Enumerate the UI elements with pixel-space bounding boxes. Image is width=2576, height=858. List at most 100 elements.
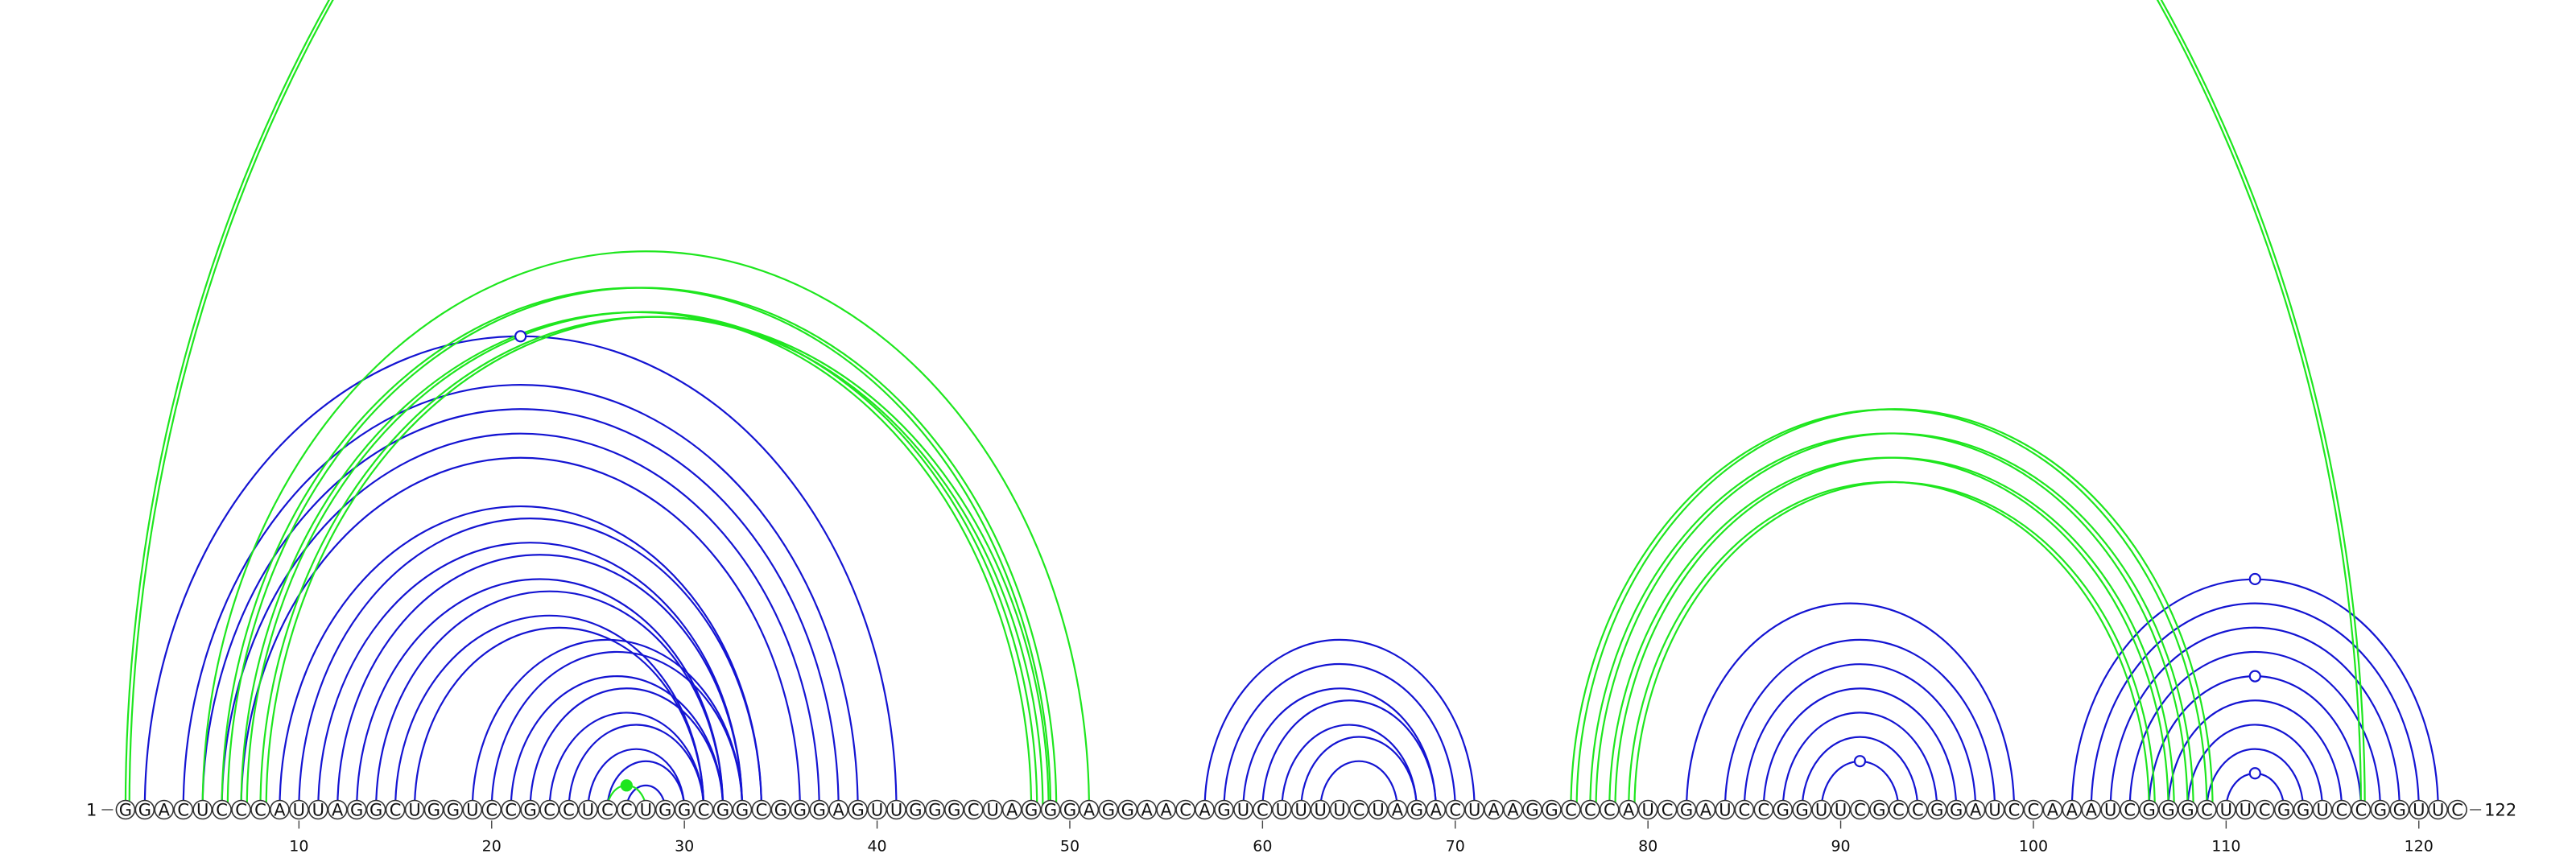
nucleotide-circle (1831, 799, 1851, 820)
nucleotide-circle (2139, 799, 2159, 820)
nucleotide-circle (1889, 799, 1909, 820)
noncanonical-pair-marker (2248, 572, 2261, 586)
nucleotide-letter: G (1680, 801, 1693, 820)
nucleotide-letter: C (756, 801, 768, 820)
nucleotide-letter: A (1199, 801, 1211, 820)
nucleotide-letter: C (1757, 801, 1769, 820)
nucleotide-circle (289, 799, 309, 820)
sequence-end-label: 122 (2484, 801, 2516, 820)
nucleotide-letter: C (621, 801, 633, 820)
nucleotide-circle (2331, 799, 2352, 820)
sequence-start-label: 1 (86, 801, 97, 820)
blue-base-pair-arc (143, 335, 898, 811)
nucleotide-letter: G (1410, 801, 1423, 820)
nucleotide-circle (2023, 799, 2044, 820)
nucleotide-letter: U (2413, 801, 2425, 820)
nucleotide-letter: A (2086, 801, 2098, 820)
nucleotide-letter: C (235, 801, 247, 820)
nucleotide-circle (2062, 799, 2083, 820)
nucleotide-circle (770, 799, 791, 820)
nucleotide-letter: A (274, 801, 286, 820)
nucleotide-circle (654, 799, 675, 820)
blue-base-pair-arc (1223, 662, 1456, 811)
nucleotide-circle (1310, 799, 1331, 820)
nucleotide-circle (848, 799, 868, 820)
nucleotide-circle (1984, 799, 2005, 820)
nucleotide-letter: G (794, 801, 807, 820)
nucleotide-circle (1040, 799, 1061, 820)
nucleotide-circle (732, 799, 753, 820)
nucleotide-circle (1348, 799, 1369, 820)
nucleotide-circle (1368, 799, 1389, 820)
blue-base-pair-arc (336, 554, 744, 811)
green-base-pair-arc (128, 0, 2366, 811)
nucleotide-circle (1946, 799, 1967, 820)
nucleotide-circle (2351, 799, 2372, 820)
blue-base-pair-arc (1300, 736, 1418, 811)
nucleotide-circle (212, 799, 232, 820)
blue-base-pair-arc (1319, 760, 1399, 811)
nucleotide-circle (115, 799, 136, 820)
nucleotide-letter: G (2161, 801, 2174, 820)
nucleotide-letter: C (601, 801, 613, 820)
nucleotide-circle (308, 799, 328, 820)
nucleotide-circle (2312, 799, 2333, 820)
nucleotide-circle (1156, 799, 1176, 820)
noncanonical-pair-marker (2248, 670, 2261, 683)
nucleotide-circle (1098, 799, 1119, 820)
blue-base-pair-arc (1781, 712, 1938, 811)
nucleotide-letter: C (1257, 801, 1269, 820)
noncanonical-pair-marker (2248, 767, 2261, 780)
nucleotide-letter: G (1930, 801, 1943, 820)
tick-label: 120 (2405, 838, 2434, 856)
nucleotide-circle (1792, 799, 1812, 820)
blue-base-pair-arc (413, 626, 705, 811)
nucleotide-circle (790, 799, 811, 820)
nucleotide-letter: G (447, 801, 460, 820)
nucleotide-circle (828, 799, 848, 820)
nucleotide-letter: G (678, 801, 691, 820)
nucleotide-circle (2447, 799, 2467, 820)
green-base-pair-arc (1608, 456, 2169, 811)
tick-label: 10 (289, 838, 308, 856)
nucleotide-circle (751, 799, 772, 820)
nucleotide-letter: U (1333, 801, 1345, 820)
blue-base-pair-arc (240, 456, 801, 811)
nucleotide-letter: U (2316, 801, 2328, 820)
nucleotide-circle (674, 799, 695, 820)
nucleotide-letter: C (1854, 801, 1866, 820)
tick-label: 40 (867, 838, 886, 856)
nucleotide-letter: U (871, 801, 883, 820)
green-base-pair-arc (221, 287, 1052, 811)
nucleotide-letter: A (1700, 801, 1712, 820)
nucleotide-circle (1503, 799, 1523, 820)
nucleotide-letter: A (2047, 801, 2059, 820)
blue-base-pair-arc (1762, 687, 1958, 811)
nucleotide-letter: G (1545, 801, 1558, 820)
nucleotide-circle (481, 799, 502, 820)
nucleotide-letter: A (2066, 801, 2079, 820)
nucleotide-circle (1561, 799, 1581, 820)
nucleotide-letter: U (640, 801, 652, 820)
nucleotide-letter: C (1179, 801, 1191, 820)
nucleotide-circle (1618, 799, 1639, 820)
green-base-pair-arc (1633, 481, 2156, 811)
nucleotide-circle (1445, 799, 1466, 820)
nucleotide-letter: U (1295, 801, 1307, 820)
nucleotide-circle (1272, 799, 1292, 820)
noncanonical-pair-marker (1853, 755, 1867, 768)
nucleotide-circle (2428, 799, 2448, 820)
nucleotide-letter: A (1006, 801, 1018, 820)
nucleotide-letter: U (987, 801, 999, 820)
nucleotide-letter: C (968, 801, 980, 820)
nucleotide-circle (231, 799, 251, 820)
nucleotide-letter: U (1815, 801, 1827, 820)
nucleotide-circle (1329, 799, 1350, 820)
nucleotide-letter: C (1353, 801, 1365, 820)
nucleotide-letter: A (1507, 801, 1519, 820)
nucleotide-circle (1908, 799, 1928, 820)
nucleotide-circle (1214, 799, 1234, 820)
nucleotide-letter: C (563, 801, 575, 820)
nucleotide-circle (1079, 799, 1100, 820)
